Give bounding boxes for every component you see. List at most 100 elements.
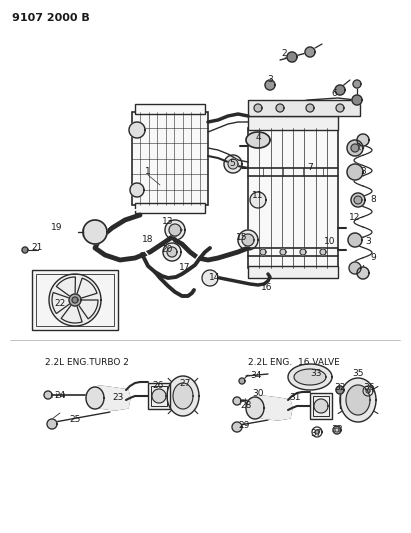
Polygon shape xyxy=(250,396,292,420)
Polygon shape xyxy=(347,140,363,156)
Polygon shape xyxy=(165,220,185,240)
Polygon shape xyxy=(90,386,130,410)
Text: 22: 22 xyxy=(54,298,66,308)
Text: 3: 3 xyxy=(360,167,366,176)
Text: 27: 27 xyxy=(179,378,191,387)
Text: 18: 18 xyxy=(142,236,154,245)
Polygon shape xyxy=(129,122,145,138)
Polygon shape xyxy=(335,85,345,95)
Polygon shape xyxy=(248,100,360,116)
Text: 36: 36 xyxy=(363,383,375,392)
Text: 38: 38 xyxy=(331,425,343,434)
Text: 6: 6 xyxy=(331,88,337,98)
Text: 35: 35 xyxy=(352,368,364,377)
Polygon shape xyxy=(354,196,362,204)
Text: 21: 21 xyxy=(31,244,43,253)
Polygon shape xyxy=(352,95,362,105)
Polygon shape xyxy=(238,230,258,250)
Text: 14: 14 xyxy=(209,273,221,282)
Text: 15: 15 xyxy=(236,233,248,243)
Polygon shape xyxy=(357,267,369,279)
Polygon shape xyxy=(287,52,297,62)
Polygon shape xyxy=(353,80,361,88)
Polygon shape xyxy=(69,294,81,306)
Text: 30: 30 xyxy=(252,389,264,398)
Polygon shape xyxy=(366,389,370,393)
Text: 1: 1 xyxy=(145,167,151,176)
Polygon shape xyxy=(49,274,101,326)
Polygon shape xyxy=(202,270,218,286)
Polygon shape xyxy=(336,386,344,394)
Polygon shape xyxy=(132,112,208,205)
Polygon shape xyxy=(250,192,266,208)
Text: 34: 34 xyxy=(250,370,262,379)
Text: 9107 2000 B: 9107 2000 B xyxy=(12,13,90,23)
Text: 4: 4 xyxy=(255,133,261,142)
Polygon shape xyxy=(242,234,254,246)
Text: 2.2L ENG.  16 VALVE: 2.2L ENG. 16 VALVE xyxy=(248,358,340,367)
Polygon shape xyxy=(340,378,376,422)
Polygon shape xyxy=(276,104,284,112)
Text: 7: 7 xyxy=(307,164,313,173)
Polygon shape xyxy=(310,393,332,419)
Polygon shape xyxy=(314,399,328,413)
Polygon shape xyxy=(347,164,363,180)
Text: 23: 23 xyxy=(112,393,124,402)
Polygon shape xyxy=(348,233,362,247)
Text: 26: 26 xyxy=(152,381,164,390)
Text: 20: 20 xyxy=(161,246,173,254)
Text: 8: 8 xyxy=(370,196,376,205)
Polygon shape xyxy=(130,183,144,197)
Text: 2: 2 xyxy=(355,142,361,151)
Polygon shape xyxy=(163,243,181,261)
Polygon shape xyxy=(135,203,205,213)
Polygon shape xyxy=(305,47,315,57)
Polygon shape xyxy=(246,397,264,419)
Text: 25: 25 xyxy=(69,416,81,424)
Text: 29: 29 xyxy=(238,421,250,430)
Polygon shape xyxy=(44,391,52,399)
Polygon shape xyxy=(336,104,344,112)
Polygon shape xyxy=(32,270,118,330)
Text: 2: 2 xyxy=(281,49,287,58)
Polygon shape xyxy=(232,422,242,432)
Text: 13: 13 xyxy=(162,217,174,227)
Polygon shape xyxy=(83,220,107,244)
Polygon shape xyxy=(300,249,306,255)
Polygon shape xyxy=(306,104,314,112)
Text: 16: 16 xyxy=(261,284,273,293)
Polygon shape xyxy=(233,397,241,405)
Polygon shape xyxy=(22,247,28,253)
Text: 2.2L ENG.TURBO 2: 2.2L ENG.TURBO 2 xyxy=(45,358,129,367)
Text: 19: 19 xyxy=(51,223,63,232)
Text: 3: 3 xyxy=(365,238,371,246)
Polygon shape xyxy=(254,104,262,112)
Polygon shape xyxy=(288,364,332,390)
Polygon shape xyxy=(135,104,205,114)
Polygon shape xyxy=(167,376,199,416)
Polygon shape xyxy=(246,132,270,148)
Text: 5: 5 xyxy=(229,158,235,167)
Text: 12: 12 xyxy=(349,214,361,222)
Polygon shape xyxy=(86,387,104,409)
Text: 10: 10 xyxy=(324,238,336,246)
Text: 32: 32 xyxy=(334,383,346,392)
Text: 33: 33 xyxy=(310,368,322,377)
Polygon shape xyxy=(335,428,339,432)
Polygon shape xyxy=(265,80,275,90)
Polygon shape xyxy=(294,369,326,385)
Text: 31: 31 xyxy=(289,393,301,402)
Polygon shape xyxy=(167,247,177,257)
Text: 17: 17 xyxy=(179,263,191,272)
Polygon shape xyxy=(349,262,361,274)
Polygon shape xyxy=(260,249,266,255)
Text: 28: 28 xyxy=(240,400,252,409)
Text: 9: 9 xyxy=(370,254,376,262)
Text: 3: 3 xyxy=(267,76,273,85)
Text: 37: 37 xyxy=(310,429,322,438)
Polygon shape xyxy=(346,385,370,415)
Polygon shape xyxy=(315,430,319,434)
Polygon shape xyxy=(152,389,166,403)
Polygon shape xyxy=(357,134,369,146)
Text: 24: 24 xyxy=(54,391,66,400)
